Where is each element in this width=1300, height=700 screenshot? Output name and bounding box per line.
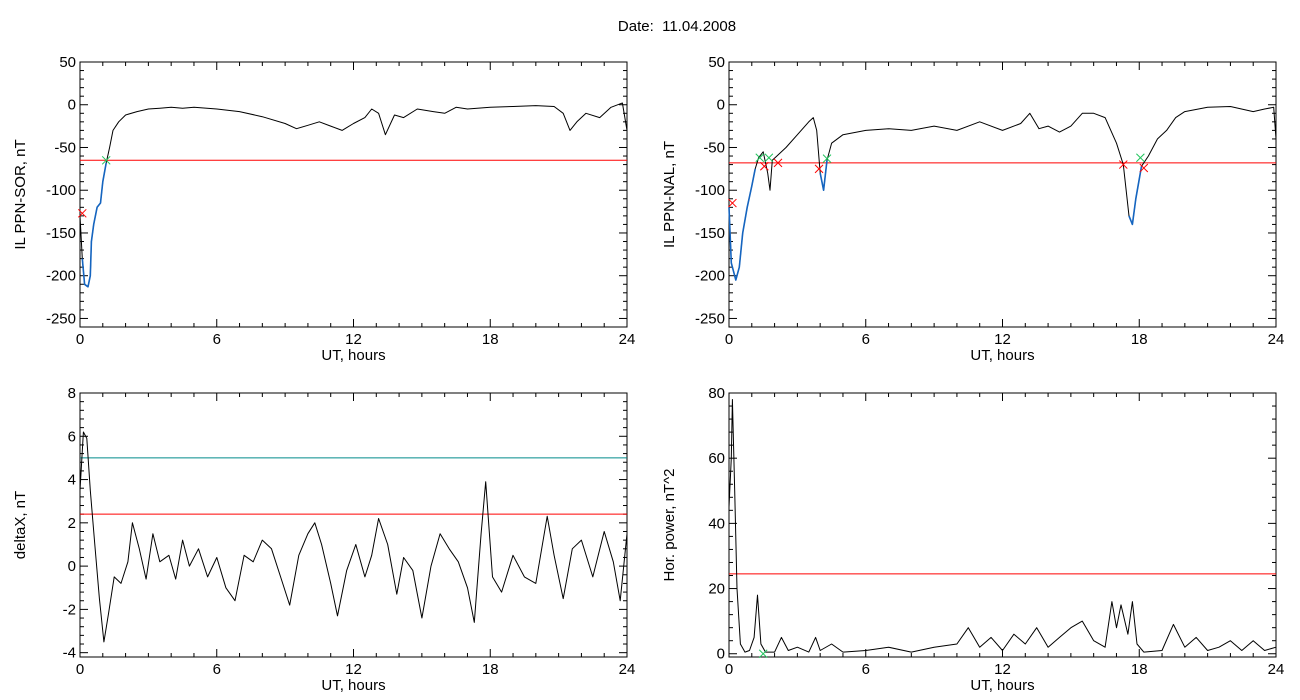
- marker-stroke: [822, 154, 832, 163]
- y-axis-label: IL PPN-NAL, nT: [661, 141, 678, 248]
- event-marker: [101, 155, 111, 165]
- y-axis-label: IL PPN-SOR, nT: [12, 139, 29, 249]
- event-marker: [814, 164, 824, 174]
- y-tick-label: 60: [708, 450, 725, 467]
- x-tick-label: 18: [1131, 331, 1148, 348]
- event-marker: [1136, 153, 1145, 163]
- x-tick-label: 6: [213, 331, 221, 348]
- x-tick-label: 0: [76, 331, 84, 348]
- marker-stroke: [1136, 153, 1145, 163]
- y-tick-label: -150: [695, 225, 725, 242]
- y-tick-label: 20: [708, 581, 725, 598]
- y-tick-label: 0: [717, 646, 725, 663]
- x-tick-label: 24: [1268, 331, 1285, 348]
- y-tick-label: 8: [68, 385, 76, 402]
- y-tick-label: 0: [68, 558, 76, 575]
- event-marker: [728, 198, 737, 208]
- highlight-segment: [728, 168, 756, 281]
- y-tick-label: 0: [717, 97, 725, 114]
- x-tick-label: 12: [994, 661, 1011, 678]
- event-marker: [764, 153, 774, 163]
- x-tick-label: 18: [482, 331, 499, 348]
- x-tick-label: 12: [994, 331, 1011, 348]
- series-line: [79, 431, 628, 643]
- y-tick-label: 6: [68, 428, 76, 445]
- highlight-segment: [1128, 166, 1143, 226]
- y-tick-label: -50: [703, 139, 725, 156]
- series-line: [728, 106, 1277, 281]
- event-marker: [759, 161, 769, 171]
- x-axis-label: UT, hours: [970, 347, 1034, 364]
- x-tick-label: 0: [725, 661, 733, 678]
- x-tick-label: 12: [345, 661, 362, 678]
- x-tick-label: 24: [619, 661, 636, 678]
- event-marker: [1139, 163, 1149, 173]
- plot-frame: [728, 61, 1277, 328]
- marker-stroke: [101, 155, 111, 165]
- marker-stroke: [1118, 160, 1128, 169]
- series-line: [79, 102, 628, 288]
- marker-stroke: [773, 158, 783, 168]
- x-tick-label: 6: [213, 661, 221, 678]
- y-tick-label: -150: [46, 225, 76, 242]
- x-tick-label: 0: [76, 661, 84, 678]
- marker-stroke: [764, 153, 774, 163]
- y-tick-label: 0: [68, 97, 76, 114]
- y-tick-label: 4: [68, 472, 76, 489]
- y-tick-label: -100: [46, 182, 76, 199]
- y-tick-label: 40: [708, 515, 725, 532]
- y-tick-label: -100: [695, 182, 725, 199]
- event-marker: [755, 153, 765, 163]
- x-tick-label: 18: [482, 661, 499, 678]
- x-tick-label: 12: [345, 331, 362, 348]
- y-tick-label: -250: [46, 310, 76, 327]
- x-tick-label: 24: [1268, 661, 1285, 678]
- x-axis-label: UT, hours: [321, 677, 385, 694]
- y-tick-label: 50: [708, 54, 725, 71]
- highlight-segment: [81, 162, 107, 288]
- series-line: [728, 399, 1277, 653]
- chart-panel-top-left: 0 6 12 18 24 -250 -200 -150 -100 -50 0 50 UT, hours I…: [12, 54, 635, 364]
- marker-stroke: [759, 161, 769, 171]
- y-tick-label: -200: [46, 268, 76, 285]
- plot-frame: [79, 61, 628, 328]
- event-marker: [1118, 160, 1128, 169]
- y-tick-label: -2: [63, 601, 76, 618]
- plot-frame: [728, 392, 1277, 658]
- y-axis-label: deltaX, nT: [12, 491, 29, 559]
- y-tick-label: 50: [59, 54, 76, 71]
- event-marker: [758, 649, 768, 659]
- y-axis-label: Hor. power, nT^2: [661, 469, 678, 582]
- x-tick-label: 18: [1131, 661, 1148, 678]
- highlight-segment: [819, 160, 828, 191]
- marker-stroke: [728, 198, 737, 208]
- date-title: Date: 11.04.2008: [617, 18, 737, 35]
- chart-panel-top-right: 0 6 12 18 24 -250 -200 -150 -100 -50 0 50 UT, hours I…: [661, 54, 1284, 364]
- marker-stroke: [1139, 163, 1149, 173]
- y-tick-label: -4: [63, 645, 76, 662]
- plot-frame: [79, 392, 628, 658]
- x-tick-label: 6: [862, 331, 870, 348]
- x-tick-label: 0: [725, 331, 733, 348]
- event-marker: [822, 154, 832, 163]
- y-tick-label: -50: [54, 139, 76, 156]
- chart-panel-bottom-right: 0 6 12 18 24 0 20 40 60 80 UT, hours Hor. power, nT…: [661, 385, 1284, 694]
- x-tick-label: 24: [619, 331, 636, 348]
- x-axis-label: UT, hours: [970, 677, 1034, 694]
- y-tick-label: 2: [68, 515, 76, 532]
- y-tick-label: 80: [708, 385, 725, 402]
- marker-stroke: [755, 153, 765, 163]
- marker-stroke: [758, 649, 768, 659]
- y-tick-label: -200: [695, 268, 725, 285]
- y-tick-label: -250: [695, 310, 725, 327]
- marker-stroke: [77, 208, 87, 218]
- x-axis-label: UT, hours: [321, 347, 385, 364]
- marker-stroke: [814, 164, 824, 174]
- event-marker: [773, 158, 783, 168]
- event-marker: [77, 208, 87, 218]
- x-tick-label: 6: [862, 661, 870, 678]
